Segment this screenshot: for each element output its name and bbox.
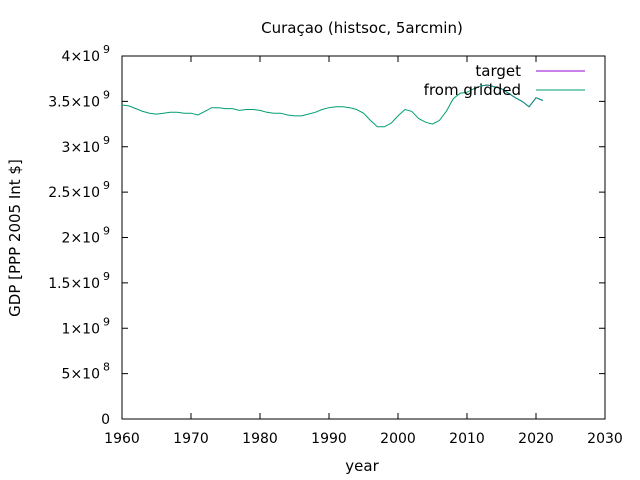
y-tick-label: 3.5×10 9	[48, 88, 110, 110]
y-tick-label: 2×10 9	[62, 225, 110, 247]
series-lines	[121, 84, 544, 128]
x-tick-label: 2030	[587, 431, 623, 447]
x-tick-label: 1970	[173, 431, 209, 447]
series-line-1	[121, 84, 544, 128]
y-tick-label: 1.5×10 9	[48, 270, 110, 292]
legend-label-0: target	[475, 62, 521, 80]
y-tick-label: 1×10 9	[62, 315, 110, 337]
axis-ticks: 1960 1970 1980 1990 2000 2010 2020 2030 0 5×10 8 1×…	[48, 43, 623, 447]
y-tick-label: 3×10 9	[62, 134, 110, 156]
x-axis-label: year	[345, 457, 379, 475]
y-tick-label: 5×10 8	[62, 361, 110, 383]
plot-area	[121, 55, 606, 420]
y-tick-label: 0	[101, 412, 110, 428]
x-tick-label: 1980	[242, 431, 278, 447]
x-tick-label: 2010	[449, 431, 485, 447]
plot-border	[121, 55, 606, 420]
y-axis-label: GDP [PPP 2005 Int $]	[6, 159, 24, 317]
y-tick-label: 4×10 9	[62, 43, 110, 65]
x-tick-label: 2000	[380, 431, 416, 447]
x-tick-label: 2020	[518, 431, 554, 447]
chart-title: Curaçao (histsoc, 5arcmin)	[261, 19, 463, 37]
x-tick-label: 1990	[311, 431, 347, 447]
legend-label-1: from gridded	[424, 81, 521, 99]
y-tick-label: 2.5×10 9	[48, 179, 110, 201]
x-tick-label: 1960	[104, 431, 140, 447]
